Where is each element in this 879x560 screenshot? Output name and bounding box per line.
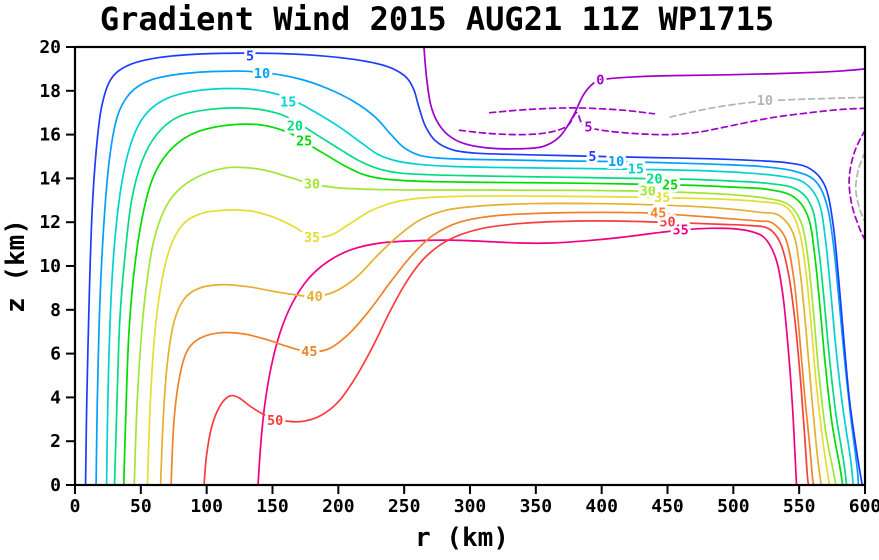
contour-line-50 [203,220,810,486]
contour-line--5-dashed [848,129,866,241]
y-tick-label: 8 [50,300,61,321]
contour-line-15 [105,87,854,486]
x-tick-label: 150 [256,496,289,517]
y-tick-label: 0 [50,475,61,496]
y-tick-label: 2 [50,431,61,452]
chart-title: Gradient Wind 2015 AUG21 11Z WP1715 [100,0,774,38]
plot-border [73,45,867,487]
contour-label-20: 20 [287,118,303,134]
contour-label-15: 15 [280,94,296,110]
contour-line-20 [113,107,848,486]
contour-label-30: 30 [304,176,320,192]
x-tick-label: 0 [70,496,81,517]
contour-line--5-dashed [458,107,866,136]
y-axis-label: z (km) [1,219,31,313]
contour-label--10: 10 [757,93,773,109]
contour-label-35: 35 [654,190,670,206]
contour-line--10-dashed [669,96,866,118]
y-tick-label: 10 [39,256,61,277]
contour-label-25: 25 [662,177,678,193]
y-tick-label: 16 [39,125,61,146]
contour-line-40 [159,202,823,486]
contour-line-45 [170,211,815,486]
contour-label-25: 25 [296,134,312,150]
contour-label-15: 15 [628,161,644,177]
contour-line-30 [133,166,837,486]
y-tick-label: 4 [50,387,61,408]
contour-label-5: 5 [588,149,596,165]
contour-label-30: 30 [640,184,656,200]
contour-label--5: 5 [584,119,592,135]
contour-line-35 [146,195,831,486]
contour-label-35: 35 [304,230,320,246]
x-tick-label: 450 [651,496,684,517]
y-tick-label: 14 [39,168,61,189]
x-tick-label: 350 [520,496,553,517]
x-tick-label: 50 [130,496,152,517]
y-tick-label: 6 [50,344,61,365]
x-tick-label: 250 [388,496,421,517]
contour-line-layer [84,46,866,486]
contour-label-40: 40 [307,289,323,305]
contour-label-5: 5 [246,48,254,64]
y-tick-label: 18 [39,81,61,102]
contour-line--10-dashed [854,151,866,224]
contour-line-5 [84,52,864,486]
contour-line-55 [257,227,798,486]
contour-line--5-dashed [488,107,656,115]
contour-label-45: 45 [301,344,317,360]
contour-label-10: 10 [608,154,624,170]
contour-label-20: 20 [646,172,662,188]
x-tick-label: 550 [783,496,816,517]
contour-label-0: 0 [596,72,604,88]
contour-line-10 [95,70,860,486]
x-tick-label: 500 [717,496,750,517]
axes-layer: 0 50 100 150 200 250 300 350 400 450 500 550 6000246… [39,37,879,517]
contour-label-45: 45 [650,206,666,222]
contour-label-55: 55 [673,222,689,238]
x-tick-label: 600 [849,496,879,517]
x-tick-label: 100 [190,496,223,517]
x-tick-label: 200 [322,496,355,517]
contour-label-10: 10 [254,66,270,82]
x-tick-label: 400 [585,496,618,517]
x-axis-label: r (km) [415,523,509,553]
contour-label-50: 50 [267,413,283,429]
contour-label-50: 50 [659,215,675,231]
y-tick-label: 20 [39,37,61,58]
y-tick-label: 12 [39,212,61,233]
x-tick-label: 300 [454,496,487,517]
contour-line-25 [122,123,844,486]
